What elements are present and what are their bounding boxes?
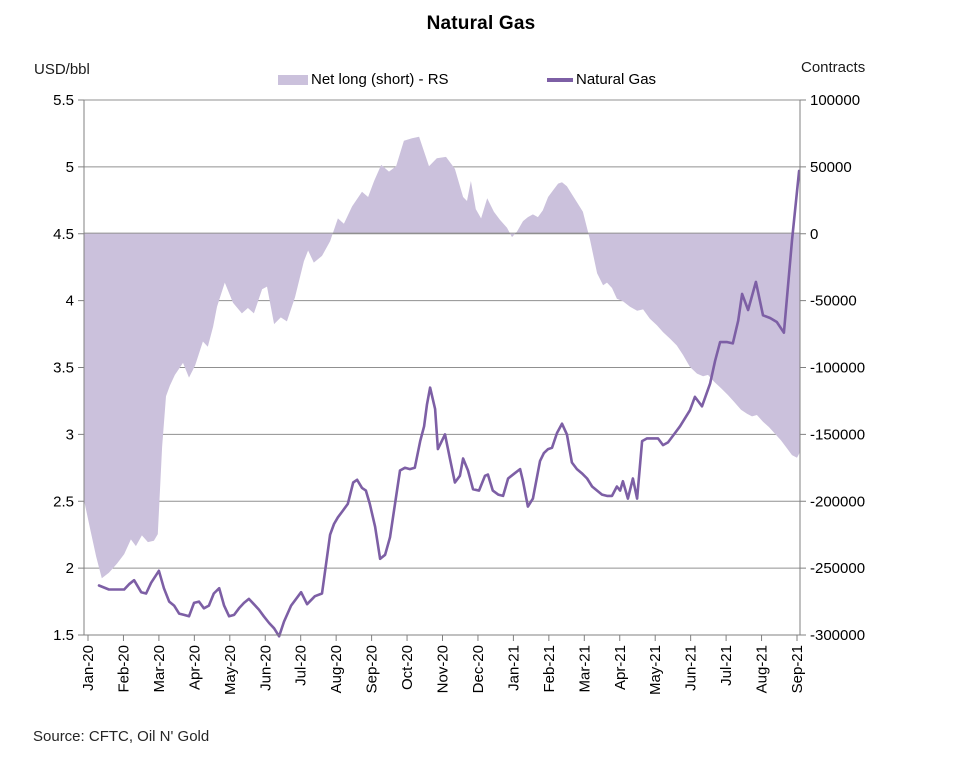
legend-item-natural-gas: Natural Gas: [547, 71, 656, 88]
left-axis-tick-label: 1.5: [53, 627, 74, 644]
right-axis-tick-label: 50000: [810, 159, 852, 176]
right-axis-tick-label: -50000: [810, 293, 857, 310]
x-axis-tick-label: Sep-20: [364, 645, 381, 693]
x-axis-tick-label: Jun-21: [683, 645, 700, 691]
source-note: Source: CFTC, Oil N' Gold: [33, 728, 210, 745]
x-axis-tick-label: Feb-21: [541, 645, 558, 693]
left-axis-tick-label: 3: [66, 426, 74, 443]
x-axis-tick-label: Aug-21: [754, 645, 771, 693]
x-axis-tick-label: Mar-21: [576, 645, 593, 693]
legend-item-net-long: Net long (short) - RS: [278, 71, 449, 88]
x-axis-tick-label: Dec-20: [470, 645, 487, 693]
left-axis-unit-label: USD/bbl: [34, 61, 90, 78]
x-axis-tick-label: Aug-20: [328, 645, 345, 693]
x-axis-tick-label: Jul-20: [293, 645, 310, 686]
right-axis-tick-label: -200000: [810, 493, 865, 510]
left-axis-tick-label: 5.5: [53, 92, 74, 109]
x-axis-tick-label: Nov-20: [435, 645, 452, 693]
area-swatch-icon: [278, 74, 308, 85]
area-series-net-long: [84, 136, 800, 579]
right-axis-tick-label: -300000: [810, 627, 865, 644]
left-axis-tick-label: 2.5: [53, 493, 74, 510]
line-swatch-icon: [547, 77, 573, 82]
right-axis-tick-label: 100000: [810, 92, 860, 109]
x-axis-tick-label: Feb-20: [115, 645, 132, 693]
right-axis-unit-label: Contracts: [801, 59, 866, 76]
right-axis-tick-label: -100000: [810, 360, 865, 377]
x-axis-tick-label: Apr-20: [186, 645, 203, 690]
legend-label-natural-gas: Natural Gas: [576, 71, 657, 88]
left-axis-tick-label: 2: [66, 560, 74, 577]
line-series-natural-gas: [97, 169, 801, 638]
right-axis-tick-label: -250000: [810, 560, 865, 577]
right-axis-tick-label: 0: [810, 226, 818, 243]
x-axis-tick-label: Jul-21: [718, 645, 735, 686]
left-axis-tick-label: 4: [66, 293, 74, 310]
x-axis-tick-label: Mar-20: [151, 645, 168, 693]
x-axis-tick-label: Oct-20: [399, 645, 416, 690]
x-axis-tick-label: Jun-20: [257, 645, 274, 691]
x-axis-tick-label: May-21: [647, 645, 664, 695]
left-axis-tick-label: 3.5: [53, 360, 74, 377]
chart-title: Natural Gas: [426, 13, 536, 34]
x-axis-tick-label: Jan-20: [80, 645, 97, 691]
left-axis-tick-label: 5: [66, 159, 74, 176]
x-axis-tick-label: Sep-21: [789, 645, 806, 693]
left-axis-tick-label: 4.5: [53, 226, 74, 243]
x-axis-tick-label: Jan-21: [505, 645, 522, 691]
legend-label-net-long: Net long (short) - RS: [311, 71, 449, 88]
x-axis-tick-label: May-20: [222, 645, 239, 695]
x-axis-tick-label: Apr-21: [612, 645, 629, 690]
right-axis-tick-label: -150000: [810, 426, 865, 443]
